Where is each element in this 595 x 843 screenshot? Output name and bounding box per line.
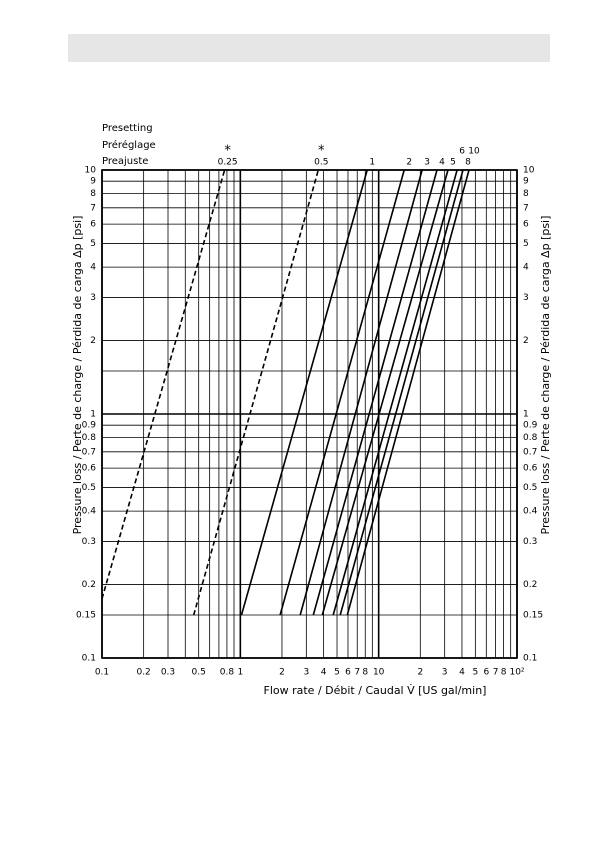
y-tick-label: 0.3	[82, 537, 96, 547]
series-line	[192, 169, 320, 616]
y-tick-label: 4	[523, 263, 529, 273]
series-line	[240, 169, 368, 616]
x-tick-label: 1	[237, 668, 243, 678]
y-tick-label: 0.1	[82, 654, 96, 664]
series-line	[299, 169, 423, 616]
legend-title: Préréglage	[102, 139, 156, 151]
x-tick-label: 6	[483, 668, 489, 678]
x-tick-label: 2	[279, 668, 285, 678]
y-tick-label: 7	[90, 203, 96, 213]
y-tick-label: 10	[523, 166, 535, 176]
y-tick-label: 0.7	[82, 447, 96, 457]
series-label: 5	[450, 158, 456, 168]
x-tick-label: 8	[362, 668, 368, 678]
x-tick-label: 0.3	[161, 668, 175, 678]
y-tick-label: 0.8	[82, 433, 97, 443]
y-tick-label: 6	[90, 220, 96, 230]
series-line	[332, 169, 458, 616]
x-tick-label: 0.5	[192, 668, 206, 678]
y-tick-label: 0.3	[523, 537, 537, 547]
series-label: 0.25	[218, 158, 238, 168]
series-label: 8	[465, 158, 471, 168]
y-tick-label: 0.2	[82, 580, 96, 590]
series-line	[279, 169, 405, 616]
y-axis-label: Pressure loss / Perte de charge / Pérdid…	[71, 216, 84, 535]
series-line	[101, 169, 226, 599]
series-line	[339, 169, 464, 616]
header-bar	[68, 34, 550, 62]
series-line	[346, 169, 470, 616]
series-label: 4	[439, 158, 445, 168]
plot-frame	[101, 169, 518, 659]
y-tick-label: 3	[90, 293, 96, 303]
y-tick-label: 3	[523, 293, 529, 303]
y-tick-label: 0.4	[82, 507, 97, 517]
series-label: 1	[369, 158, 375, 168]
y-tick-label: 0.15	[523, 611, 543, 621]
series-line	[312, 169, 438, 616]
y-tick-label: 0.5	[523, 483, 537, 493]
y-tick-label: 5	[90, 239, 96, 249]
x-tick-label: 7	[493, 668, 499, 678]
y-tick-label: 0.4	[523, 507, 538, 517]
x-tick-label: 6	[345, 668, 351, 678]
y-tick-label: 9	[90, 177, 96, 187]
x-tick-label: 2	[417, 668, 423, 678]
y-tick-label: 2	[523, 336, 529, 346]
y-axis-label: Pressure loss / Perte de charge / Pérdid…	[539, 216, 552, 535]
x-axis-label: Flow rate / Débit / Caudal V̇ [US gal/mi…	[264, 684, 487, 697]
y-tick-label: 5	[523, 239, 529, 249]
y-tick-label: 1	[523, 410, 529, 420]
y-tick-label: 4	[90, 263, 96, 273]
x-tick-label: 4	[459, 668, 465, 678]
y-tick-label: 2	[90, 336, 96, 346]
x-tick-label: 10	[373, 668, 385, 678]
y-tick-label: 0.6	[523, 464, 538, 474]
series-note: *	[318, 144, 325, 159]
series-note: *	[224, 144, 231, 159]
legend-title: Presetting	[102, 123, 153, 134]
y-tick-label: 0.15	[76, 611, 96, 621]
x-tick-label: 8	[501, 668, 507, 678]
x-tick-label: 3	[303, 668, 309, 678]
series-label: 2	[406, 158, 412, 168]
y-tick-label: 0.6	[82, 464, 97, 474]
y-tick-label: 8	[523, 189, 529, 199]
y-tick-label: 0.9	[82, 421, 97, 431]
y-tick-label: 7	[523, 203, 529, 213]
y-tick-label: 0.2	[523, 580, 537, 590]
y-tick-label: 0.1	[523, 654, 537, 664]
x-tick-label: 3	[442, 668, 448, 678]
x-tick-label: 0.2	[136, 668, 150, 678]
y-tick-label: 0.5	[82, 483, 96, 493]
y-tick-label: 0.8	[523, 433, 538, 443]
y-tick-label: 10	[85, 166, 97, 176]
x-tick-label: 5	[472, 668, 478, 678]
y-tick-label: 8	[90, 189, 96, 199]
series-line	[321, 169, 449, 616]
x-tick-label: 0.1	[95, 668, 109, 678]
y-tick-label: 1	[90, 410, 96, 420]
series-label: 3	[424, 158, 430, 168]
y-tick-label: 9	[523, 177, 529, 187]
legend-title: Preajuste	[102, 156, 148, 167]
y-tick-label: 0.7	[523, 447, 537, 457]
x-tick-label: 5	[334, 668, 340, 678]
series-label: 10	[468, 147, 480, 157]
x-tick-label: 7	[354, 668, 360, 678]
series-label: 6	[459, 147, 465, 157]
x-tick-label: 0.8	[220, 668, 235, 678]
y-tick-label: 6	[523, 220, 529, 230]
x-tick-label: 10²	[509, 668, 524, 678]
series-label: 0.5	[314, 158, 328, 168]
y-tick-label: 0.9	[523, 421, 538, 431]
x-tick-label: 4	[321, 668, 327, 678]
